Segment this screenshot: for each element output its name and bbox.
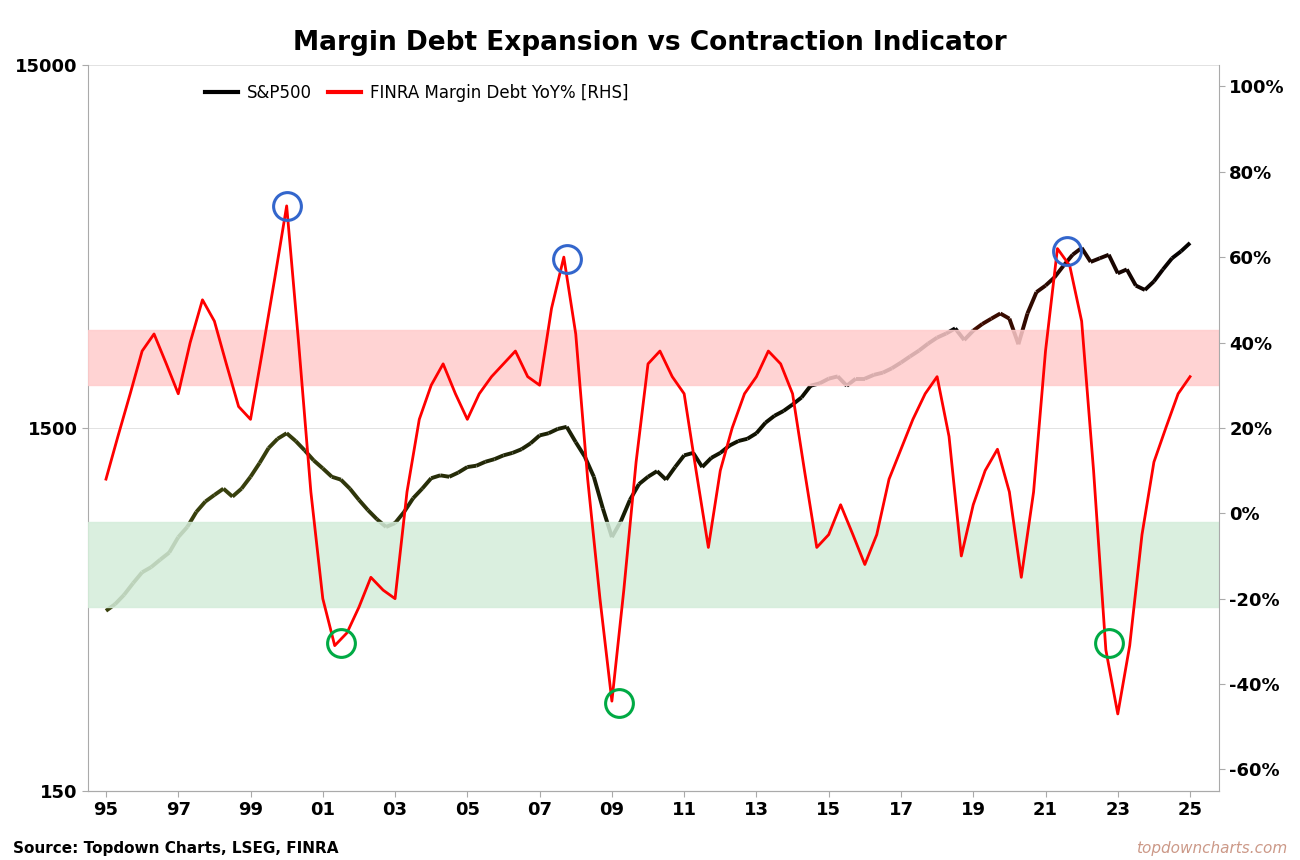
Bar	[88, 522, 1219, 607]
Legend: S&P500, FINRA Margin Debt YoY% [RHS]: S&P500, FINRA Margin Debt YoY% [RHS]	[198, 77, 634, 108]
Text: Margin Debt Expansion vs Contraction Indicator: Margin Debt Expansion vs Contraction Ind…	[294, 30, 1006, 56]
Bar	[88, 329, 1219, 385]
Text: topdowncharts.com: topdowncharts.com	[1136, 841, 1287, 856]
Text: Source: Topdown Charts, LSEG, FINRA: Source: Topdown Charts, LSEG, FINRA	[13, 841, 338, 856]
